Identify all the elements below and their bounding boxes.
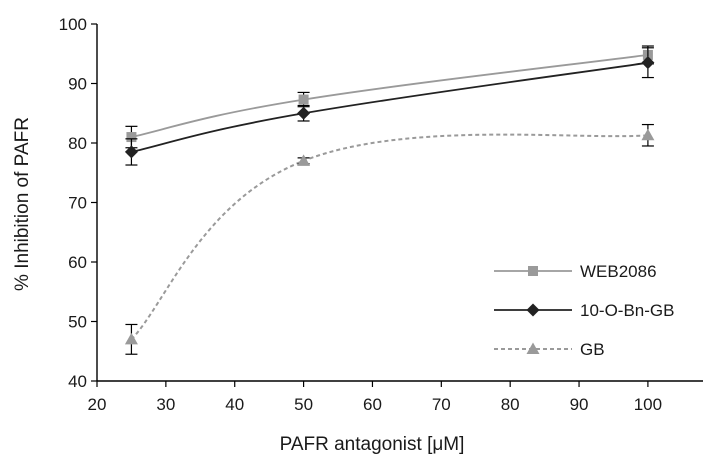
data-point	[124, 145, 138, 159]
legend-item: WEB2086	[494, 262, 657, 281]
legend-label: WEB2086	[580, 262, 657, 281]
x-tick-label: 80	[501, 395, 520, 414]
y-tick-label: 50	[68, 313, 87, 332]
y-axis-title: % Inhibition of PAFR	[12, 117, 33, 291]
series-layer	[124, 45, 655, 355]
data-point	[126, 132, 137, 143]
y-tick-label: 60	[68, 253, 87, 272]
axes: 40 50 60 70 80 90 100 20 30 40 50 60 70 80 90 100	[59, 15, 703, 414]
data-point	[297, 154, 311, 166]
data-point	[298, 94, 309, 105]
legend-marker	[526, 342, 540, 354]
x-axis-title: PAFR antagonist [μM]	[280, 434, 465, 455]
x-tick-label: 20	[88, 395, 107, 414]
legend-label: GB	[580, 340, 605, 359]
legend-item: 10-O-Bn-GB	[494, 301, 674, 320]
y-tick-label: 100	[59, 15, 87, 34]
x-tick-label: 60	[363, 395, 382, 414]
y-tick-label: 40	[68, 372, 87, 391]
series-gb	[124, 123, 655, 355]
x-tick-label: 70	[432, 395, 451, 414]
y-tick-label: 70	[68, 194, 87, 213]
data-point	[297, 106, 311, 120]
y-tick-label: 80	[68, 134, 87, 153]
legend-marker	[526, 303, 540, 317]
series-line	[131, 61, 649, 153]
x-tick-label: 40	[225, 395, 244, 414]
x-tick-label: 90	[570, 395, 589, 414]
x-tick-label: 50	[294, 395, 313, 414]
x-tick-label: 30	[156, 395, 175, 414]
legend: WEB2086 10-O-Bn-GB GB	[494, 262, 674, 359]
data-point	[641, 56, 655, 70]
x-tick-label: 100	[634, 395, 662, 414]
legend-marker	[528, 266, 538, 276]
data-point	[124, 332, 138, 345]
series-10-o-bn-gb	[124, 47, 655, 166]
legend-label: 10-O-Bn-GB	[580, 301, 674, 320]
y-tick-label: 90	[68, 75, 87, 94]
series-line	[131, 54, 649, 138]
legend-item: GB	[494, 340, 605, 359]
data-point	[641, 128, 655, 141]
series-line	[130, 133, 648, 341]
